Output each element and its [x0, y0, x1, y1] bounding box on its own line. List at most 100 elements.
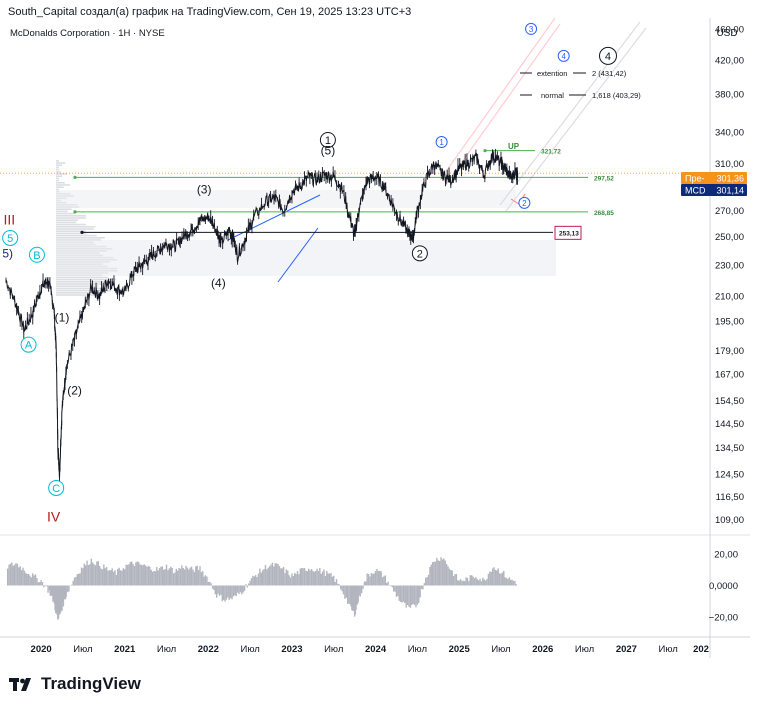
oscillator-bar [165, 564, 168, 586]
oscillator-bar [15, 563, 17, 586]
price-tick-label: 420,00 [715, 55, 744, 66]
price-axis[interactable]: 460,00420,00380,00340,00310,00290,00270,… [681, 24, 747, 624]
oscillator-bar [114, 570, 116, 586]
oscillator-bar [160, 566, 162, 586]
oscillator-bar [203, 576, 205, 586]
volume-bar [56, 188, 59, 191]
oscillator-bar [365, 581, 367, 586]
oscillator-bar [490, 571, 492, 586]
time-tick-label: Июл [408, 644, 427, 655]
oscillator-bar [161, 566, 164, 586]
wave-marker-circle [557, 49, 570, 62]
oscillator-bar [448, 568, 451, 586]
price-tick-label: 179,00 [715, 346, 744, 357]
volume-bar [56, 186, 64, 188]
oscillator-bar [207, 582, 210, 586]
oscillator-bar [185, 565, 187, 586]
volume-bar [56, 177, 59, 180]
oscillator-bar [110, 570, 112, 586]
oscillator-bar [142, 565, 144, 586]
currency-label[interactable]: USD [716, 28, 737, 39]
oscillator-bar [6, 568, 9, 586]
oscillator-bar [202, 571, 204, 586]
wave-marker-circle [2, 229, 19, 246]
oscillator-bar [491, 568, 494, 586]
volume-bar [56, 184, 71, 186]
oscillator-bar [199, 566, 201, 586]
oscillator-bar [221, 585, 223, 602]
oscillator-bar [97, 561, 99, 586]
oscillator-bar [261, 570, 264, 586]
oscillator-bar [117, 569, 119, 586]
oscillator-bar [401, 585, 403, 603]
wave-marker-circle [411, 245, 428, 262]
price-layer [5, 148, 519, 485]
wave-label: III [4, 212, 16, 228]
volume-bar [56, 287, 105, 290]
oscillator-bar [144, 565, 147, 586]
volume-bar [56, 281, 114, 283]
oscillator-bar [277, 564, 279, 586]
oscillator-bar [41, 582, 44, 586]
oscillator-bar [183, 569, 186, 586]
target-value: 2 (431,42) [592, 69, 627, 78]
level-box [554, 225, 582, 240]
price-tick-label: 167,00 [715, 369, 744, 380]
oscillator-tick-label: 20,00 [714, 549, 738, 560]
oscillator-bar [292, 576, 295, 586]
oscillator-bar [104, 568, 106, 586]
price-tick-label: 380,00 [715, 89, 744, 100]
time-axis[interactable]: 2020 Июл 2021 Июл 2022 Июл 2023 Июл 2024 Июл 2025 И… [31, 644, 709, 655]
price-tick-label: 144,50 [715, 419, 744, 430]
oscillator-bar [476, 579, 478, 586]
oscillator-bar [504, 577, 506, 586]
oscillator-bar [47, 585, 49, 593]
oscillator-bar [222, 585, 225, 600]
oscillator-pane [6, 557, 518, 620]
wave-label: (2) [67, 384, 82, 398]
time-tick-label: 2020 [31, 644, 52, 655]
oscillator-bar [503, 570, 505, 586]
oscillator-bar [75, 576, 77, 586]
oscillator-bar [172, 573, 175, 586]
wave-marker-label: 5 [7, 233, 13, 245]
oscillator-bar [204, 575, 207, 586]
oscillator-bar [321, 571, 324, 586]
oscillator-bar [381, 577, 384, 586]
volume-bar [56, 237, 105, 239]
oscillator-bar [26, 573, 28, 586]
oscillator-bar [175, 568, 177, 586]
oscillator-bar [408, 585, 410, 607]
oscillator-bar [121, 570, 123, 586]
oscillator-bar [494, 569, 497, 586]
volume-bar [56, 230, 86, 232]
wave-marker-label: 4 [605, 51, 611, 63]
oscillator-bar [36, 578, 38, 586]
oscillator-bar [101, 569, 104, 586]
oscillator-bar [209, 581, 211, 586]
oscillator-bar [469, 575, 472, 586]
time-tick-label: Июл [157, 644, 176, 655]
oscillator-bar [498, 573, 501, 586]
oscillator-bar [274, 563, 276, 586]
oscillator-bar [270, 564, 272, 586]
oscillator-bar [242, 585, 244, 593]
price-tick-label: 124,50 [715, 469, 744, 480]
oscillator-bar [11, 562, 13, 586]
oscillator-bar [266, 569, 268, 586]
oscillator-bar [43, 585, 45, 588]
volume-bar [56, 232, 87, 235]
tradingview-logo[interactable]: TradingView [9, 674, 141, 694]
wave-label: (1) [55, 311, 70, 325]
oscillator-bar [429, 566, 431, 586]
oscillator-bar [234, 585, 236, 596]
price-tick-label: 460,00 [715, 24, 744, 35]
level-label: 297,52 [594, 175, 614, 182]
price-tick-label: 270,00 [715, 206, 744, 217]
oscillator-bar [288, 575, 290, 586]
oscillator-bar [319, 567, 321, 586]
price-tag-symbol: Пре- [685, 174, 704, 184]
oscillator-bar [32, 573, 34, 586]
oscillator-bar [340, 585, 342, 590]
